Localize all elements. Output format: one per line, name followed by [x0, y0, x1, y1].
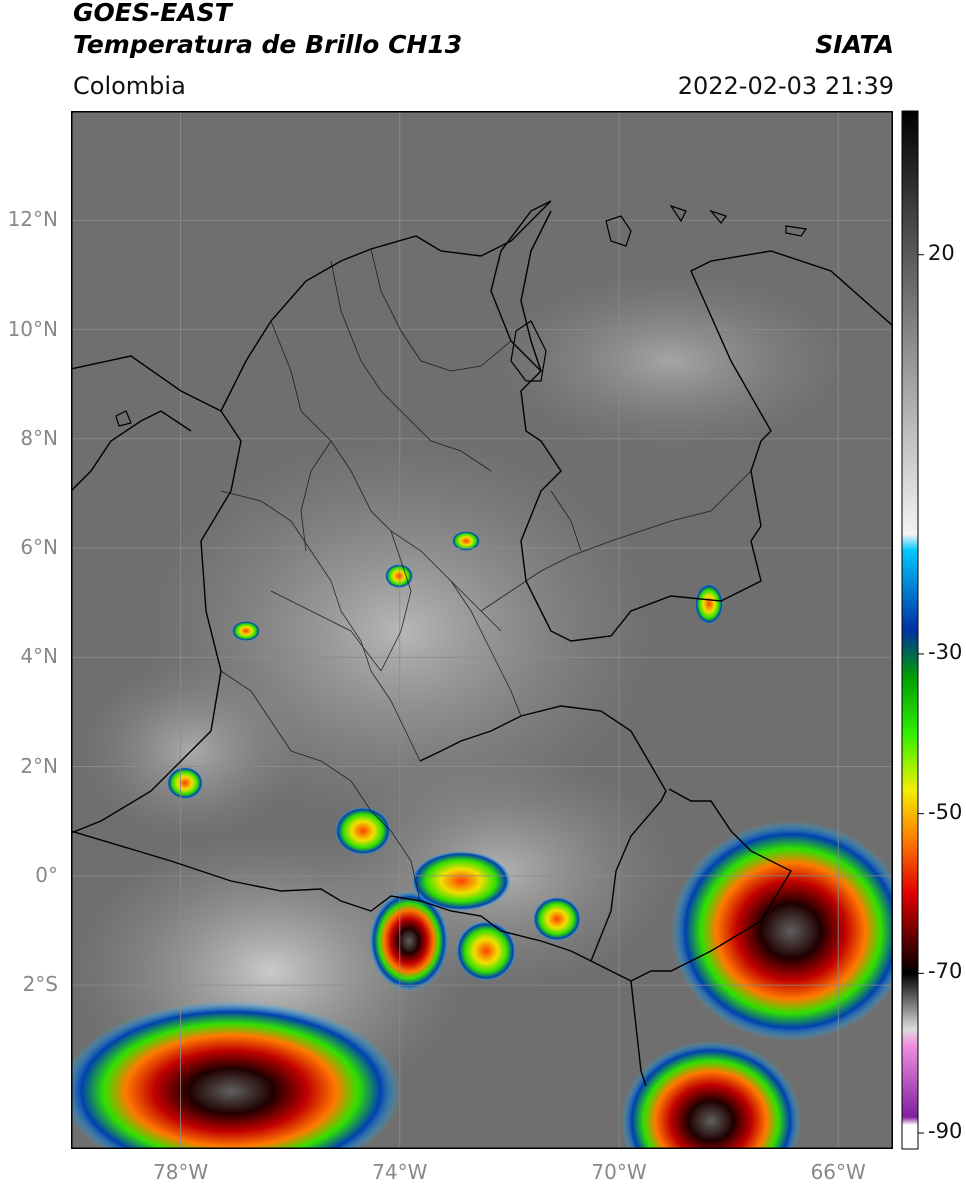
colorbar-fill: [901, 110, 919, 1150]
colorbar-tick-label: 20: [928, 240, 955, 265]
region-label: Colombia: [73, 72, 186, 100]
lat-tick-label: 4°N: [20, 644, 58, 669]
satellite-map[interactable]: [71, 111, 893, 1149]
colorbar-tick-label: -50: [928, 799, 963, 824]
lat-tick-label: 0°: [35, 862, 58, 887]
colorbar-tick-label: -70: [928, 959, 963, 984]
lon-tick-label: 78°W: [152, 1160, 209, 1184]
lon-tick-label: 74°W: [372, 1160, 428, 1184]
lat-tick-label: 10°N: [7, 316, 58, 341]
product-title: Temperatura de Brillo CH13: [73, 30, 463, 59]
timestamp-label: 2022-02-03 21:39: [677, 72, 894, 100]
graticule: [71, 111, 893, 1149]
colorbar-ticks: [918, 254, 924, 1134]
colorbar-tick-label: -90: [928, 1119, 963, 1144]
country-borders: [71, 200, 893, 1087]
colorbar-tick-label: -30: [928, 639, 963, 664]
department-borders: [220, 248, 752, 902]
colorbar: [901, 110, 924, 1150]
map-frame: [71, 111, 893, 1149]
lon-tick-label: 70°W: [591, 1160, 647, 1184]
lat-tick-label: 8°N: [20, 425, 58, 450]
satellite-title: GOES-EAST: [73, 0, 232, 27]
coastline-islands: [115, 204, 808, 427]
lat-tick-label: 12°N: [7, 207, 58, 232]
lat-tick-label: 2°N: [20, 753, 58, 778]
source-label: SIATA: [815, 30, 894, 59]
lat-tick-label: 2°S: [22, 972, 58, 997]
lon-tick-label: 66°W: [810, 1160, 866, 1184]
lat-tick-label: 6°N: [20, 535, 58, 560]
